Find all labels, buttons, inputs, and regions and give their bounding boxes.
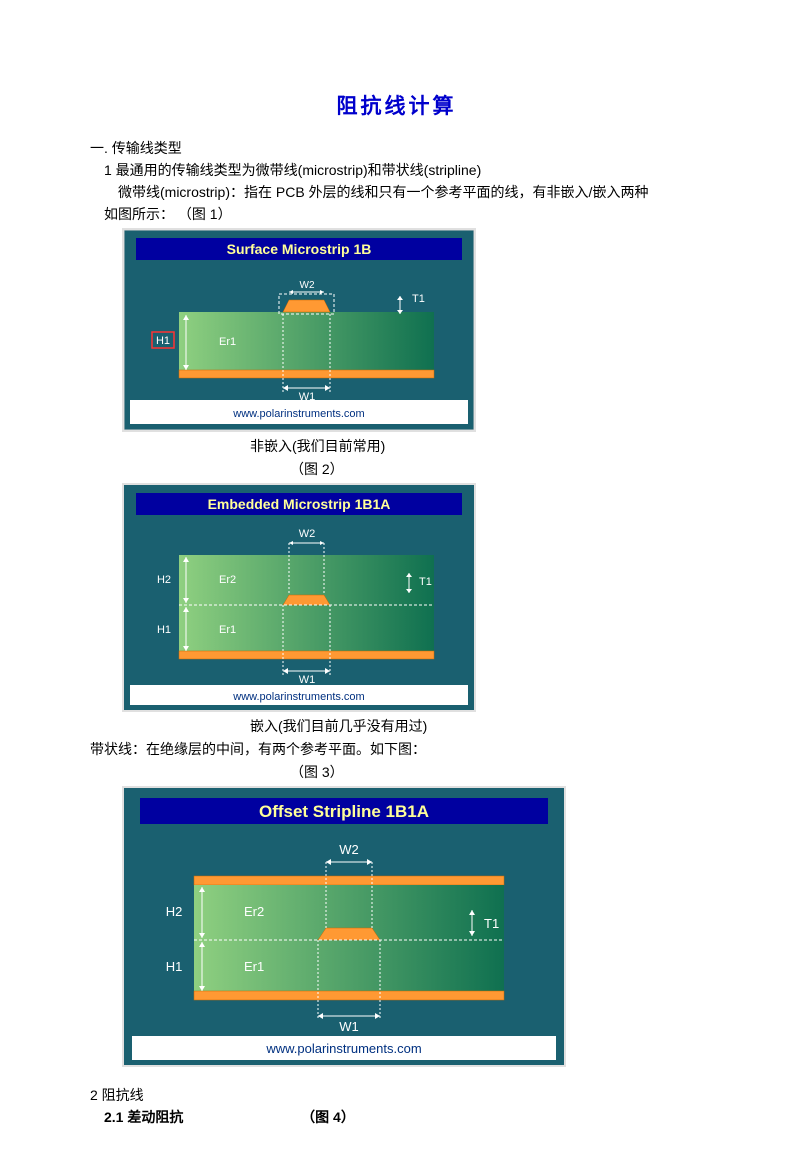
fig2-er2: Er2 [219, 574, 236, 586]
figure1-surface-microstrip: Surface Microstrip 1B H1 Er1 W1 [122, 228, 476, 432]
section2-heading: 2 阻抗线 [90, 1085, 703, 1105]
fig1-title: Surface Microstrip 1B [227, 241, 372, 257]
section1-line3: 如图所示： （图 1） [104, 204, 703, 224]
fig2-url: www.polarinstruments.com [232, 691, 364, 703]
page-title: 阻抗线计算 [90, 90, 703, 120]
fig1-h1: H1 [156, 335, 170, 347]
fig3-t1: T1 [484, 916, 499, 931]
stripline-desc: 带状线：在绝缘层的中间，有两个参考平面。如下图： [90, 739, 703, 759]
fig2-w1: W1 [299, 674, 316, 686]
section2-line1a: 2.1 差动阻抗 [104, 1109, 183, 1125]
fig1-w1: W1 [299, 391, 316, 403]
section1-line2: 微带线(microstrip)：指在 PCB 外层的线和只有一个参考平面的线，有… [118, 182, 703, 202]
fig1-er1: Er1 [219, 336, 236, 348]
fig3-h1: H1 [166, 959, 183, 974]
section1-line1: 1 最通用的传输线类型为微带线(microstrip)和带状线(striplin… [104, 160, 703, 180]
caption3: （图 3） [290, 762, 703, 782]
section1-heading: 一. 传输线类型 [90, 138, 703, 158]
fig3-er2: Er2 [244, 904, 264, 919]
section2-line1b: （图 4） [301, 1109, 355, 1125]
fig3-w2: W2 [339, 842, 359, 857]
caption1: 非嵌入(我们目前常用) [250, 436, 703, 456]
fig1-url: www.polarinstruments.com [232, 408, 364, 420]
fig2-title: Embedded Microstrip 1B1A [208, 496, 391, 512]
fig2-t1: T1 [419, 576, 432, 588]
fig3-h2: H2 [166, 904, 183, 919]
caption1b: （图 2） [290, 459, 703, 479]
section2-line1: 2.1 差动阻抗 （图 4） [104, 1107, 703, 1127]
figure2-embedded-microstrip: Embedded Microstrip 1B1A H2 H1 Er2 Er1 [122, 483, 476, 712]
fig3-w1: W1 [339, 1019, 359, 1034]
fig2-h2: H2 [157, 574, 171, 586]
fig2-er1: Er1 [219, 624, 236, 636]
fig3-title: Offset Stripline 1B1A [259, 802, 429, 821]
fig2-w2: W2 [299, 528, 316, 540]
figure3-offset-stripline: Offset Stripline 1B1A H2 H1 Er2 E [122, 786, 566, 1067]
fig2-h1: H1 [157, 624, 171, 636]
fig3-er1: Er1 [244, 959, 264, 974]
fig3-url: www.polarinstruments.com [265, 1041, 421, 1056]
fig1-t1: T1 [412, 293, 425, 305]
caption2: 嵌入(我们目前几乎没有用过) [250, 716, 703, 736]
fig1-w2: W2 [300, 280, 315, 291]
